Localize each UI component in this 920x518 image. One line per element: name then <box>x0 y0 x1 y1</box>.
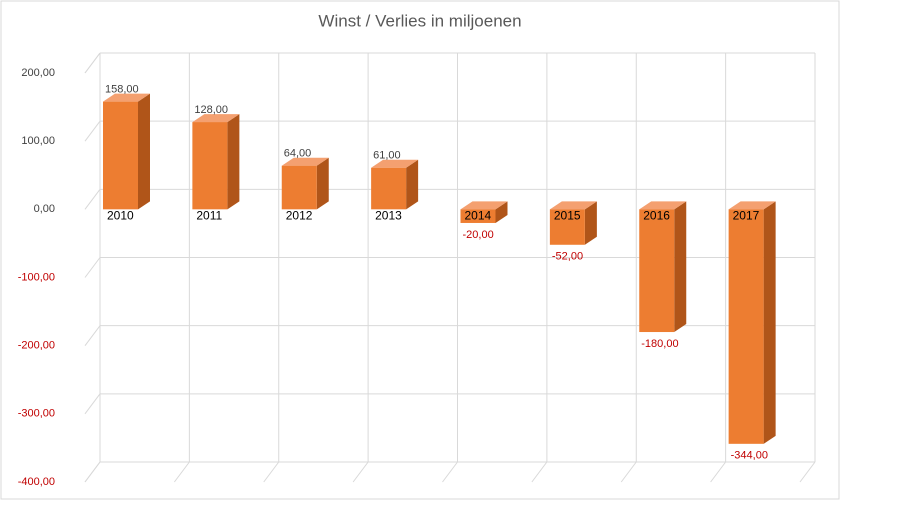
bar-side <box>763 201 776 444</box>
value-label: -180,00 <box>641 338 678 350</box>
bar-front <box>192 122 228 210</box>
x-tick-label: 2013 <box>375 209 402 223</box>
value-label: 64,00 <box>284 148 312 160</box>
bar <box>371 159 419 210</box>
bar-side <box>138 93 150 210</box>
bar-top <box>460 201 508 210</box>
value-label: -20,00 <box>463 229 494 241</box>
y-tick-label: -200,00 <box>18 340 55 352</box>
floor-line <box>352 461 369 483</box>
value-label: 158,00 <box>105 84 139 96</box>
bar <box>192 114 240 210</box>
floor-line <box>442 461 458 483</box>
bar-front <box>728 209 764 444</box>
x-tick-label: 2016 <box>643 209 670 223</box>
bar <box>103 93 150 210</box>
bar-top <box>639 201 687 210</box>
grid-line-side <box>84 325 101 346</box>
grid-line-side <box>84 461 101 483</box>
x-tick-label: 2017 <box>733 209 760 223</box>
floor-line <box>710 461 727 483</box>
grid-line-side <box>84 120 101 142</box>
grid-line-side <box>84 189 101 210</box>
bar-top <box>192 114 240 123</box>
bar-top <box>103 93 150 102</box>
bar-front <box>639 209 675 333</box>
value-label: -344,00 <box>731 450 768 462</box>
x-tick-label: 2011 <box>196 209 222 223</box>
value-label: 61,00 <box>373 150 401 162</box>
x-tick-label: 2014 <box>465 209 492 223</box>
bar <box>460 201 508 223</box>
bar-side <box>227 114 240 210</box>
bar-side <box>495 201 508 223</box>
grid-line-side <box>84 52 101 74</box>
bar <box>549 201 597 245</box>
x-tick-label: 2015 <box>554 209 581 223</box>
floor-line <box>620 461 637 483</box>
chart-title: Winst / Verlies in miljoenen <box>318 11 521 30</box>
grid-line-side <box>84 257 101 278</box>
bar-side <box>406 159 419 210</box>
floor-line <box>531 461 548 483</box>
bar-side <box>584 201 597 245</box>
value-label: -52,00 <box>552 251 583 263</box>
x-tick-label: 2012 <box>286 209 313 223</box>
bar-side <box>316 157 329 210</box>
floor-line <box>263 461 280 483</box>
bar-front <box>549 209 585 245</box>
x-tick-label: 2010 <box>107 209 134 223</box>
bar <box>281 157 329 210</box>
bar <box>639 201 687 333</box>
y-tick-label: -400,00 <box>18 476 55 488</box>
bar-front <box>103 101 138 210</box>
y-tick-label: 100,00 <box>21 135 55 147</box>
floor-line <box>799 461 816 483</box>
bar-side <box>674 201 687 333</box>
y-tick-label: -300,00 <box>18 408 55 420</box>
bar-top <box>281 157 329 166</box>
bar-top <box>371 159 419 168</box>
bar <box>728 201 776 444</box>
grid-line-side <box>84 393 101 415</box>
y-tick-label: 200,00 <box>21 67 55 79</box>
value-label: 128,00 <box>194 104 228 116</box>
bar-front <box>281 165 317 210</box>
bar-top <box>549 201 597 210</box>
bar-front <box>460 209 496 223</box>
floor-line <box>173 461 190 483</box>
y-tick-label: 0,00 <box>34 203 55 215</box>
bar-front <box>371 167 407 210</box>
y-tick-label: -100,00 <box>18 271 55 283</box>
bar-top <box>728 201 776 210</box>
